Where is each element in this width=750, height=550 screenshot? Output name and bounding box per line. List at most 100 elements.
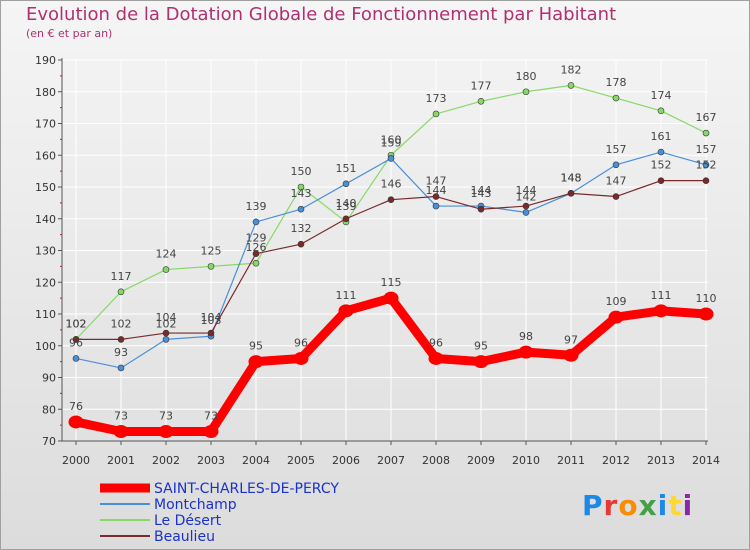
data-label: 140 — [336, 197, 357, 210]
data-point — [162, 329, 170, 337]
data-label: 139 — [246, 200, 267, 213]
x-tick-label: 2013 — [647, 454, 675, 467]
data-label: 150 — [291, 165, 312, 178]
data-point — [477, 97, 485, 105]
data-label: 160 — [381, 133, 402, 146]
logo-letter: t — [668, 489, 683, 522]
x-tick-label: 2008 — [422, 454, 450, 467]
logo-letter: i — [657, 489, 669, 522]
y-tick-label: 100 — [35, 340, 56, 353]
data-point — [563, 348, 579, 362]
data-point — [477, 205, 485, 213]
x-tick-label: 2012 — [602, 454, 630, 467]
y-tick-label: 180 — [35, 86, 56, 99]
data-point — [432, 110, 440, 118]
data-label: 161 — [651, 130, 672, 143]
data-point — [612, 161, 620, 169]
data-point — [612, 193, 620, 200]
y-tick-label: 70 — [42, 435, 56, 448]
data-label: 111 — [651, 289, 672, 302]
data-label: 132 — [291, 222, 312, 235]
y-tick-label: 190 — [35, 54, 56, 67]
data-label: 139 — [336, 200, 357, 213]
data-point — [203, 424, 219, 438]
data-label: 102 — [66, 317, 87, 330]
data-label: 93 — [114, 346, 128, 359]
legend-label: Montchamp — [154, 497, 237, 513]
x-tick-label: 2000 — [62, 454, 90, 467]
data-point — [432, 202, 440, 210]
data-point — [113, 424, 129, 438]
data-point — [698, 307, 714, 321]
data-point — [522, 209, 530, 216]
data-label: 95 — [249, 340, 263, 353]
data-point — [158, 424, 174, 438]
x-tick-label: 2003 — [197, 454, 225, 467]
data-point — [342, 180, 350, 188]
data-label: 104 — [201, 311, 222, 324]
data-label: 144 — [516, 184, 537, 197]
x-tick-label: 2002 — [152, 454, 180, 467]
data-point — [653, 304, 669, 318]
chart-title: Evolution de la Dotation Globale de Fonc… — [26, 4, 617, 25]
data-point — [387, 196, 395, 203]
data-point — [297, 240, 305, 248]
data-point — [248, 355, 264, 369]
data-label: 126 — [246, 241, 267, 254]
legend-label: Beaulieu — [154, 529, 215, 545]
data-label: 159 — [381, 136, 402, 149]
logo-letter: i — [682, 489, 694, 522]
data-point — [657, 107, 665, 115]
data-point — [338, 304, 354, 318]
data-label: 143 — [291, 187, 312, 200]
data-label: 182 — [561, 63, 582, 76]
data-label: 147 — [426, 175, 447, 188]
data-point — [657, 177, 665, 184]
data-point — [297, 205, 305, 213]
data-label: 178 — [606, 76, 627, 89]
data-point — [207, 329, 215, 337]
data-label: 73 — [204, 409, 218, 422]
data-label: 144 — [471, 184, 492, 197]
data-label: 142 — [516, 190, 537, 203]
data-point — [117, 288, 125, 296]
y-tick-label: 140 — [35, 213, 56, 226]
data-label: 111 — [336, 289, 357, 302]
data-point — [252, 218, 260, 226]
data-label: 102 — [156, 317, 177, 330]
legend-label: Le Désert — [154, 513, 222, 529]
data-label: 144 — [426, 184, 447, 197]
y-tick-label: 130 — [35, 245, 56, 258]
data-label: 157 — [606, 143, 627, 156]
data-label: 173 — [426, 92, 447, 105]
x-tick-label: 2005 — [287, 454, 315, 467]
data-label: 157 — [696, 143, 717, 156]
data-point — [342, 215, 350, 223]
data-point — [522, 88, 530, 96]
data-point — [252, 259, 260, 267]
data-point — [567, 190, 575, 197]
data-point — [702, 129, 710, 137]
x-tick-label: 2009 — [467, 454, 495, 467]
data-label: 104 — [156, 311, 177, 324]
x-tick-label: 2007 — [377, 454, 405, 467]
data-point — [297, 183, 305, 191]
x-tick-label: 2011 — [557, 454, 585, 467]
data-point — [567, 82, 575, 89]
data-point — [72, 336, 80, 343]
y-tick-label: 160 — [35, 149, 56, 162]
series-beaulieu — [72, 177, 710, 343]
data-point — [428, 351, 444, 365]
data-point — [473, 355, 489, 369]
data-label: 102 — [111, 317, 132, 330]
data-point — [252, 250, 260, 257]
data-point — [387, 155, 395, 162]
data-label: 148 — [561, 171, 582, 184]
data-label: 115 — [381, 276, 402, 289]
data-label: 180 — [516, 70, 537, 83]
x-tick-label: 2001 — [107, 454, 135, 467]
data-label: 96 — [69, 336, 83, 349]
data-label: 152 — [696, 159, 717, 172]
data-label: 117 — [111, 270, 132, 283]
